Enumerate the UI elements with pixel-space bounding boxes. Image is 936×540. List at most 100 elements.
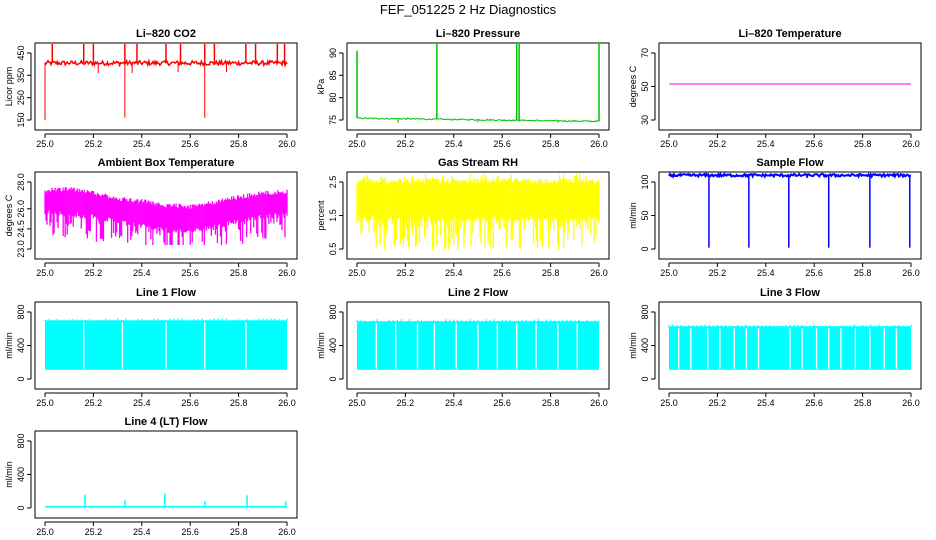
x-tick-label: 25.6 [181, 527, 199, 537]
x-tick-label: 25.6 [181, 398, 199, 408]
y-axis-label: ml/min [628, 202, 638, 229]
y-tick-label: 28.0 [16, 173, 26, 191]
x-tick-label: 25.8 [542, 398, 560, 408]
x-tick-label: 25.6 [181, 268, 199, 278]
x-tick-label: 25.4 [133, 268, 151, 278]
panel-title: Li–820 Pressure [436, 28, 520, 40]
x-tick-label: 26.0 [902, 398, 920, 408]
x-tick-label: 25.0 [36, 527, 54, 537]
x-tick-label: 25.2 [709, 398, 727, 408]
data-series [44, 44, 288, 120]
x-tick-label: 25.2 [85, 527, 103, 537]
y-axis-label: degrees C [4, 194, 14, 236]
y-tick-label: 85 [328, 70, 338, 80]
y-tick-label: 400 [16, 338, 26, 353]
y-tick-label: 90 [328, 48, 338, 58]
data-series [356, 44, 600, 123]
x-tick-label: 25.0 [660, 139, 678, 149]
panel-title: Gas Stream RH [438, 157, 518, 169]
panel-title: Li–820 Temperature [738, 28, 841, 40]
x-tick-label: 25.0 [348, 398, 366, 408]
data-series [45, 493, 287, 508]
y-tick-label: 50 [640, 210, 650, 220]
x-tick-label: 26.0 [590, 398, 608, 408]
panel-title: Line 1 Flow [136, 287, 196, 299]
data-series [44, 186, 288, 245]
y-tick-label: 250 [16, 90, 26, 105]
x-tick-label: 26.0 [902, 139, 920, 149]
panel-7: Line 1 Flow ml/min 25.0 25.2 25.4 25.6 25.8 26.… [4, 287, 298, 408]
x-tick-label: 25.8 [854, 139, 872, 149]
data-series [356, 173, 600, 251]
data-series [44, 318, 288, 370]
x-tick-label: 25.6 [805, 268, 823, 278]
plot-frame [34, 301, 298, 390]
y-tick-label: 0 [16, 505, 26, 510]
data-series [668, 171, 912, 248]
x-tick-label: 25.4 [757, 139, 775, 149]
x-tick-label: 25.8 [854, 398, 872, 408]
x-tick-label: 25.0 [660, 398, 678, 408]
plot-frame [34, 430, 298, 519]
y-tick-label: 800 [16, 304, 26, 319]
x-tick-label: 25.2 [397, 139, 415, 149]
x-tick-label: 25.8 [854, 268, 872, 278]
x-tick-label: 25.2 [709, 268, 727, 278]
y-tick-label: 0 [640, 376, 650, 381]
x-tick-label: 25.6 [181, 139, 199, 149]
x-tick-label: 25.4 [445, 268, 463, 278]
x-tick-label: 25.6 [493, 268, 511, 278]
y-tick-label: 24.5 [16, 220, 26, 238]
y-tick-label: 26.0 [16, 200, 26, 218]
y-tick-label: 800 [640, 304, 650, 319]
y-axis-label: ml/min [4, 332, 14, 359]
panel-10: Line 4 (LT) Flow ml/min 25.0 25.2 25.4 25.6 25… [4, 416, 298, 537]
panel-title: Line 4 (LT) Flow [125, 416, 208, 428]
x-tick-label: 25.4 [757, 268, 775, 278]
x-tick-label: 25.6 [493, 398, 511, 408]
x-tick-label: 25.8 [542, 268, 560, 278]
y-tick-label: 0.5 [328, 243, 338, 256]
data-series [356, 319, 600, 370]
y-tick-label: 75 [328, 115, 338, 125]
y-axis-label: ml/min [4, 461, 14, 488]
y-tick-label: 50 [640, 81, 650, 91]
y-axis-label: ml/min [316, 332, 326, 359]
y-tick-label: 100 [640, 174, 650, 189]
y-tick-label: 0 [640, 246, 650, 251]
x-tick-label: 25.8 [230, 398, 248, 408]
x-tick-label: 26.0 [278, 139, 296, 149]
plot-frame [346, 42, 610, 131]
panel-title: Li–820 CO2 [136, 28, 196, 40]
data-series [668, 324, 912, 370]
x-tick-label: 26.0 [278, 268, 296, 278]
x-tick-label: 25.8 [230, 268, 248, 278]
y-tick-label: 70 [640, 48, 650, 58]
x-tick-label: 25.4 [445, 398, 463, 408]
plot-frame [658, 171, 922, 260]
y-axis-label: ml/min [628, 332, 638, 359]
x-tick-label: 25.4 [445, 139, 463, 149]
x-tick-label: 25.6 [805, 139, 823, 149]
panel-4: Ambient Box Temperature degrees C 25.0 25.2… [4, 157, 298, 278]
x-tick-label: 25.0 [36, 268, 54, 278]
panel-1: Li–820 CO2 Licor ppm 25.0 25.2 25.4 25.6 25.8 2… [4, 28, 298, 149]
x-tick-label: 25.2 [85, 398, 103, 408]
panel-title: Line 3 Flow [760, 287, 820, 299]
y-tick-label: 450 [16, 45, 26, 60]
x-tick-label: 25.2 [85, 139, 103, 149]
series-line [356, 117, 599, 123]
x-tick-label: 25.2 [397, 398, 415, 408]
x-tick-label: 25.8 [542, 139, 560, 149]
figure-title: FEF_051225 2 Hz Diagnostics [379, 2, 557, 17]
x-tick-label: 25.2 [709, 139, 727, 149]
x-tick-label: 25.4 [757, 398, 775, 408]
plot-frame [658, 42, 922, 131]
x-tick-label: 25.8 [230, 527, 248, 537]
y-tick-label: 400 [640, 338, 650, 353]
y-tick-label: 800 [16, 433, 26, 448]
x-tick-label: 25.2 [397, 268, 415, 278]
x-tick-label: 25.0 [36, 398, 54, 408]
x-tick-label: 25.4 [133, 527, 151, 537]
